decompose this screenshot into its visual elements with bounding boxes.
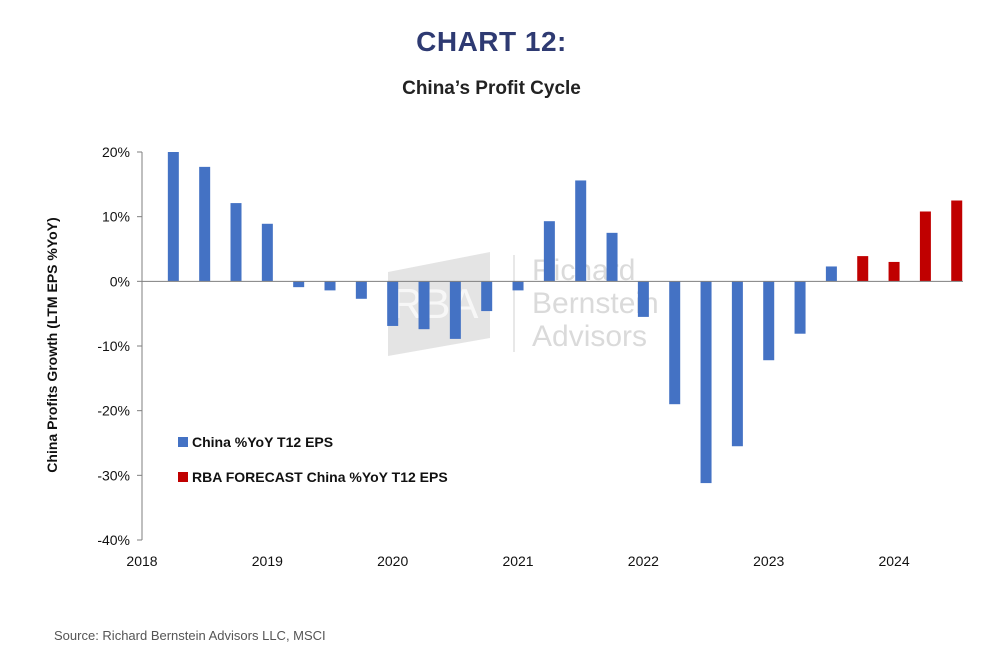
bar-actual — [449, 281, 461, 339]
bar-actual — [763, 281, 775, 361]
source-note: Source: Richard Bernstein Advisors LLC, … — [54, 628, 326, 643]
legend-label-actual: China %YoY T12 EPS — [192, 434, 333, 450]
bar-forecast — [919, 211, 931, 282]
bar-actual — [731, 281, 743, 447]
x-axis-ticks: 2018 2019 2020 2021 2022 2023 2024 — [126, 553, 909, 569]
y-axis-ticks: 20% 10% 0% -10% -20% -30% -40% — [97, 144, 142, 548]
bar-forecast — [951, 200, 963, 282]
bar-actual — [606, 232, 618, 282]
x-tick-label: 2018 — [126, 553, 157, 569]
bar-actual — [230, 203, 242, 282]
bar-actual — [794, 281, 806, 334]
y-tick-label: -10% — [97, 338, 130, 354]
bar-actual — [575, 180, 587, 282]
bar-actual — [418, 281, 430, 330]
legend-swatch-forecast — [178, 472, 188, 482]
x-tick-label: 2023 — [753, 553, 784, 569]
chart-title: CHART 12: — [416, 26, 567, 57]
y-tick-label: -20% — [97, 403, 130, 419]
x-tick-label: 2020 — [377, 553, 408, 569]
y-tick-label: 20% — [102, 144, 130, 160]
x-tick-label: 2021 — [502, 553, 533, 569]
y-tick-label: 0% — [110, 273, 130, 289]
bar-actual — [355, 281, 367, 299]
bar-actual — [481, 281, 493, 312]
legend-label-forecast: RBA FORECAST China %YoY T12 EPS — [192, 469, 448, 485]
legend-swatch-actual — [178, 437, 188, 447]
bars — [167, 152, 963, 484]
x-tick-label: 2024 — [878, 553, 909, 569]
watermark-logo-text: RBA — [392, 280, 478, 327]
y-tick-label: -30% — [97, 467, 130, 483]
bar-actual — [669, 281, 681, 405]
watermark-square — [388, 252, 490, 356]
bar-actual — [512, 281, 524, 291]
x-tick-label: 2022 — [628, 553, 659, 569]
bar-actual — [637, 281, 649, 317]
bar-actual — [324, 281, 336, 291]
chart-subtitle: China’s Profit Cycle — [402, 78, 581, 99]
bar-actual — [261, 223, 273, 282]
bar-actual — [543, 221, 555, 282]
x-tick-label: 2019 — [252, 553, 283, 569]
y-tick-label: 10% — [102, 209, 130, 225]
bar-actual — [167, 152, 179, 282]
y-axis-label: China Profits Growth (LTM EPS %YoY) — [44, 217, 60, 472]
bar-actual — [825, 266, 837, 282]
bar-actual — [700, 281, 712, 484]
bar-actual — [293, 281, 305, 288]
bar-actual — [199, 166, 211, 282]
y-tick-label: -40% — [97, 532, 130, 548]
bar-forecast — [857, 256, 869, 282]
watermark-line-3: Advisors — [532, 320, 647, 353]
watermark-line-2: Bernstein — [532, 287, 659, 320]
bar-actual — [387, 281, 399, 326]
bar-forecast — [888, 261, 900, 282]
legend: China %YoY T12 EPS RBA FORECAST China %Y… — [178, 434, 448, 485]
